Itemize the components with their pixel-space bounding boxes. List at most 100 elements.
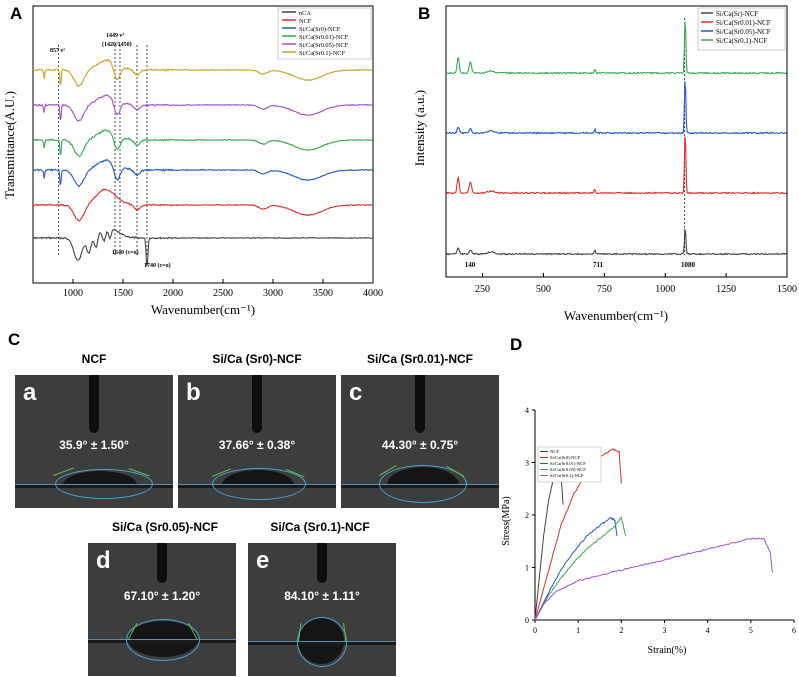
ftir-annotation-1740: 1740 (c=o)	[144, 262, 171, 269]
stress-legend-label: NCF	[550, 449, 559, 454]
ftir-x-tick-label: 3000	[263, 288, 283, 299]
ftir-x-tick-label: 2000	[163, 288, 183, 299]
photo-letter-b: b	[186, 379, 201, 406]
photo-letter-d: d	[96, 547, 111, 574]
ftir-annotation-1420-1450: (1420/1450)	[102, 41, 132, 48]
stress-series-line-si-ca-sr0-05-ncf	[534, 515, 627, 621]
ftir-legend-label: Si/Ca(Sr0.01)-NCF	[299, 34, 349, 41]
raman-x-label: Wavenumber(cm⁻¹)	[564, 308, 668, 323]
stress-x-tick-label: 2	[619, 626, 623, 635]
raman-series-line-si-ca-sr-ncf	[445, 228, 787, 256]
stress-y-tick-label: 3	[525, 459, 529, 468]
photo-title-e: Si/Ca (Sr0.1)-NCF	[270, 520, 370, 534]
stress-y-tick-label: 4	[525, 406, 529, 415]
ftir-legend-box	[277, 7, 372, 60]
ftir-legend-label: NCF	[299, 18, 312, 25]
stress-x-tick-label: 5	[749, 626, 753, 635]
stress-series-line-si-ca-sr0-01-ncf	[534, 516, 618, 621]
stress-y-tick-label: 0	[525, 616, 529, 625]
ftir-annotation-857: 857 ν²	[50, 48, 65, 54]
ftir-x-label: Wavenumber(cm⁻¹)	[151, 302, 255, 317]
stress-legend-label: Si/Ca(Sr0.01)-NCF	[550, 461, 586, 466]
raman-y-label: Intensity (a.u.)	[412, 90, 427, 166]
ftir-plot-frame	[32, 5, 374, 284]
stress-legend-label: Si/Ca(Sr0.1)-NCF	[550, 473, 584, 478]
raman-series-line-si-ca-sr0-1-ncf	[445, 21, 787, 75]
stress-legend-box	[537, 446, 602, 483]
ftir-legend-label: Si/Ca(Sr0)-NCF	[299, 26, 341, 33]
raman-legend-label: Si/Ca(Sr0.1)-NCF	[716, 37, 767, 45]
ftir-chart: 1000 1500 2000 2500 3000 3500 4000 nCANCFSi/Ca…	[2, 5, 383, 317]
raman-x-tick-label: 750	[597, 284, 612, 295]
contact-angle-value-d: 67.10° ± 1.20°	[123, 589, 201, 603]
ftir-legend-label: Si/Ca(Sr0.05)-NCF	[299, 42, 349, 49]
raman-chart: 250 500 750 1000 1250 1500 Si/Ca(Sr)-NCFSi/Ca…	[412, 5, 797, 323]
stress-x-tick-label: 3	[663, 626, 667, 635]
contact-angle-photo-a: a 35.9° ± 1.50°	[15, 375, 173, 508]
ftir-y-label: Transmittance(A.U.)	[2, 91, 17, 199]
photo-title-c: Si/Ca (Sr0.01)-NCF	[366, 352, 474, 366]
raman-peak-label-1080: 1080	[681, 261, 696, 269]
panel-label-b: B	[418, 4, 431, 23]
panel-label-d: D	[510, 335, 523, 354]
needle	[157, 543, 167, 583]
contact-angle-value-c: 44.30° ± 0.75°	[381, 438, 459, 452]
raman-x-tick-label: 250	[475, 284, 490, 295]
ftir-x-tick-label: 2500	[213, 288, 233, 299]
contact-angle-value-b: 37.66° ± 0.38°	[218, 438, 296, 452]
ftir-x-tick-label: 3500	[313, 288, 333, 299]
contact-angle-photo-e: e 84.10° ± 1.11°	[248, 543, 396, 676]
stress-x-label: Strain(%)	[648, 645, 687, 656]
raman-x-tick-label: 1000	[655, 284, 675, 295]
raman-series-line-si-ca-sr0-05-ncf	[445, 81, 787, 135]
raman-series-line-si-ca-sr0-01-ncf	[445, 136, 787, 195]
photo-title-d: Si/Ca (Sr0.05)-NCF	[111, 520, 219, 534]
contact-angle-value-e: 84.10° ± 1.11°	[284, 589, 360, 603]
ftir-series-line-si-ca-sr0-01-ncf	[32, 129, 374, 158]
ftir-legend-label: Si/Ca(Sr0.1)-NCF	[299, 50, 346, 57]
raman-x-tick-label: 500	[536, 284, 551, 295]
panel-label-c: C	[8, 330, 21, 349]
needle	[317, 543, 327, 583]
stress-x-tick-label: 1	[576, 626, 580, 635]
raman-legend-label: Si/Ca(Sr0.05)-NCF	[716, 28, 771, 36]
droplet-fit-ellipse	[212, 468, 306, 500]
stress-series-line-si-ca-sr0-1-ncf	[534, 537, 773, 621]
raman-legend-label: Si/Ca(Sr)-NCF	[716, 10, 759, 18]
stress-x-tick-label: 0	[533, 626, 537, 635]
stress-y-label: Stress(MPa)	[501, 496, 512, 545]
raman-x-tick-label: 1500	[777, 284, 797, 295]
photo-title-a: NCF	[81, 352, 107, 366]
contact-angle-photo-b: b 37.66° ± 0.38°	[178, 375, 336, 508]
ftir-annotation-1640: 1640 (c=o)	[112, 249, 139, 256]
stress-series-line-ncf	[534, 467, 564, 621]
raman-legend-label: Si/Ca(Sr0.01)-NCF	[716, 19, 771, 27]
stress-legend-label: Si/Ca(Sr0)-NCF	[550, 455, 581, 460]
contact-angle-photo-d: d 67.10° ± 1.20°	[88, 543, 236, 676]
needle	[415, 375, 425, 433]
stress-legend-label: Si/Ca(Sr0.05)-NCF	[550, 467, 586, 472]
panel-label-a: A	[10, 4, 23, 23]
droplet-fit-ellipse	[55, 469, 153, 499]
ftir-x-tick-label: 1000	[63, 288, 83, 299]
stress-y-tick-label: 1	[525, 564, 529, 573]
raman-x-tick-label: 1250	[716, 284, 736, 295]
droplet-fit-ellipse	[379, 465, 467, 503]
needle	[252, 375, 262, 433]
ftir-x-tick-label: 4000	[363, 288, 383, 299]
ftir-series-line-nca	[32, 228, 374, 266]
contact-angle-photo-c: c 44.30° ± 0.75°	[341, 375, 499, 508]
photo-title-b: Si/Ca (Sr0)-NCF	[212, 352, 302, 366]
ftir-annotation-1449: 1449 ν³	[106, 33, 124, 39]
stress-y-tick-label: 2	[525, 511, 529, 520]
photo-letter-e: e	[256, 547, 270, 574]
needle	[89, 375, 99, 433]
droplet-fit-ellipse	[126, 619, 200, 661]
stress-x-tick-label: 4	[706, 626, 710, 635]
contact-angle-value-a: 35.9° ± 1.50°	[59, 438, 129, 452]
raman-legend-box	[697, 7, 786, 51]
ftir-legend-label: nCA	[299, 10, 311, 17]
droplet-fit-ellipse	[297, 617, 347, 667]
photo-letter-c: c	[349, 379, 363, 406]
